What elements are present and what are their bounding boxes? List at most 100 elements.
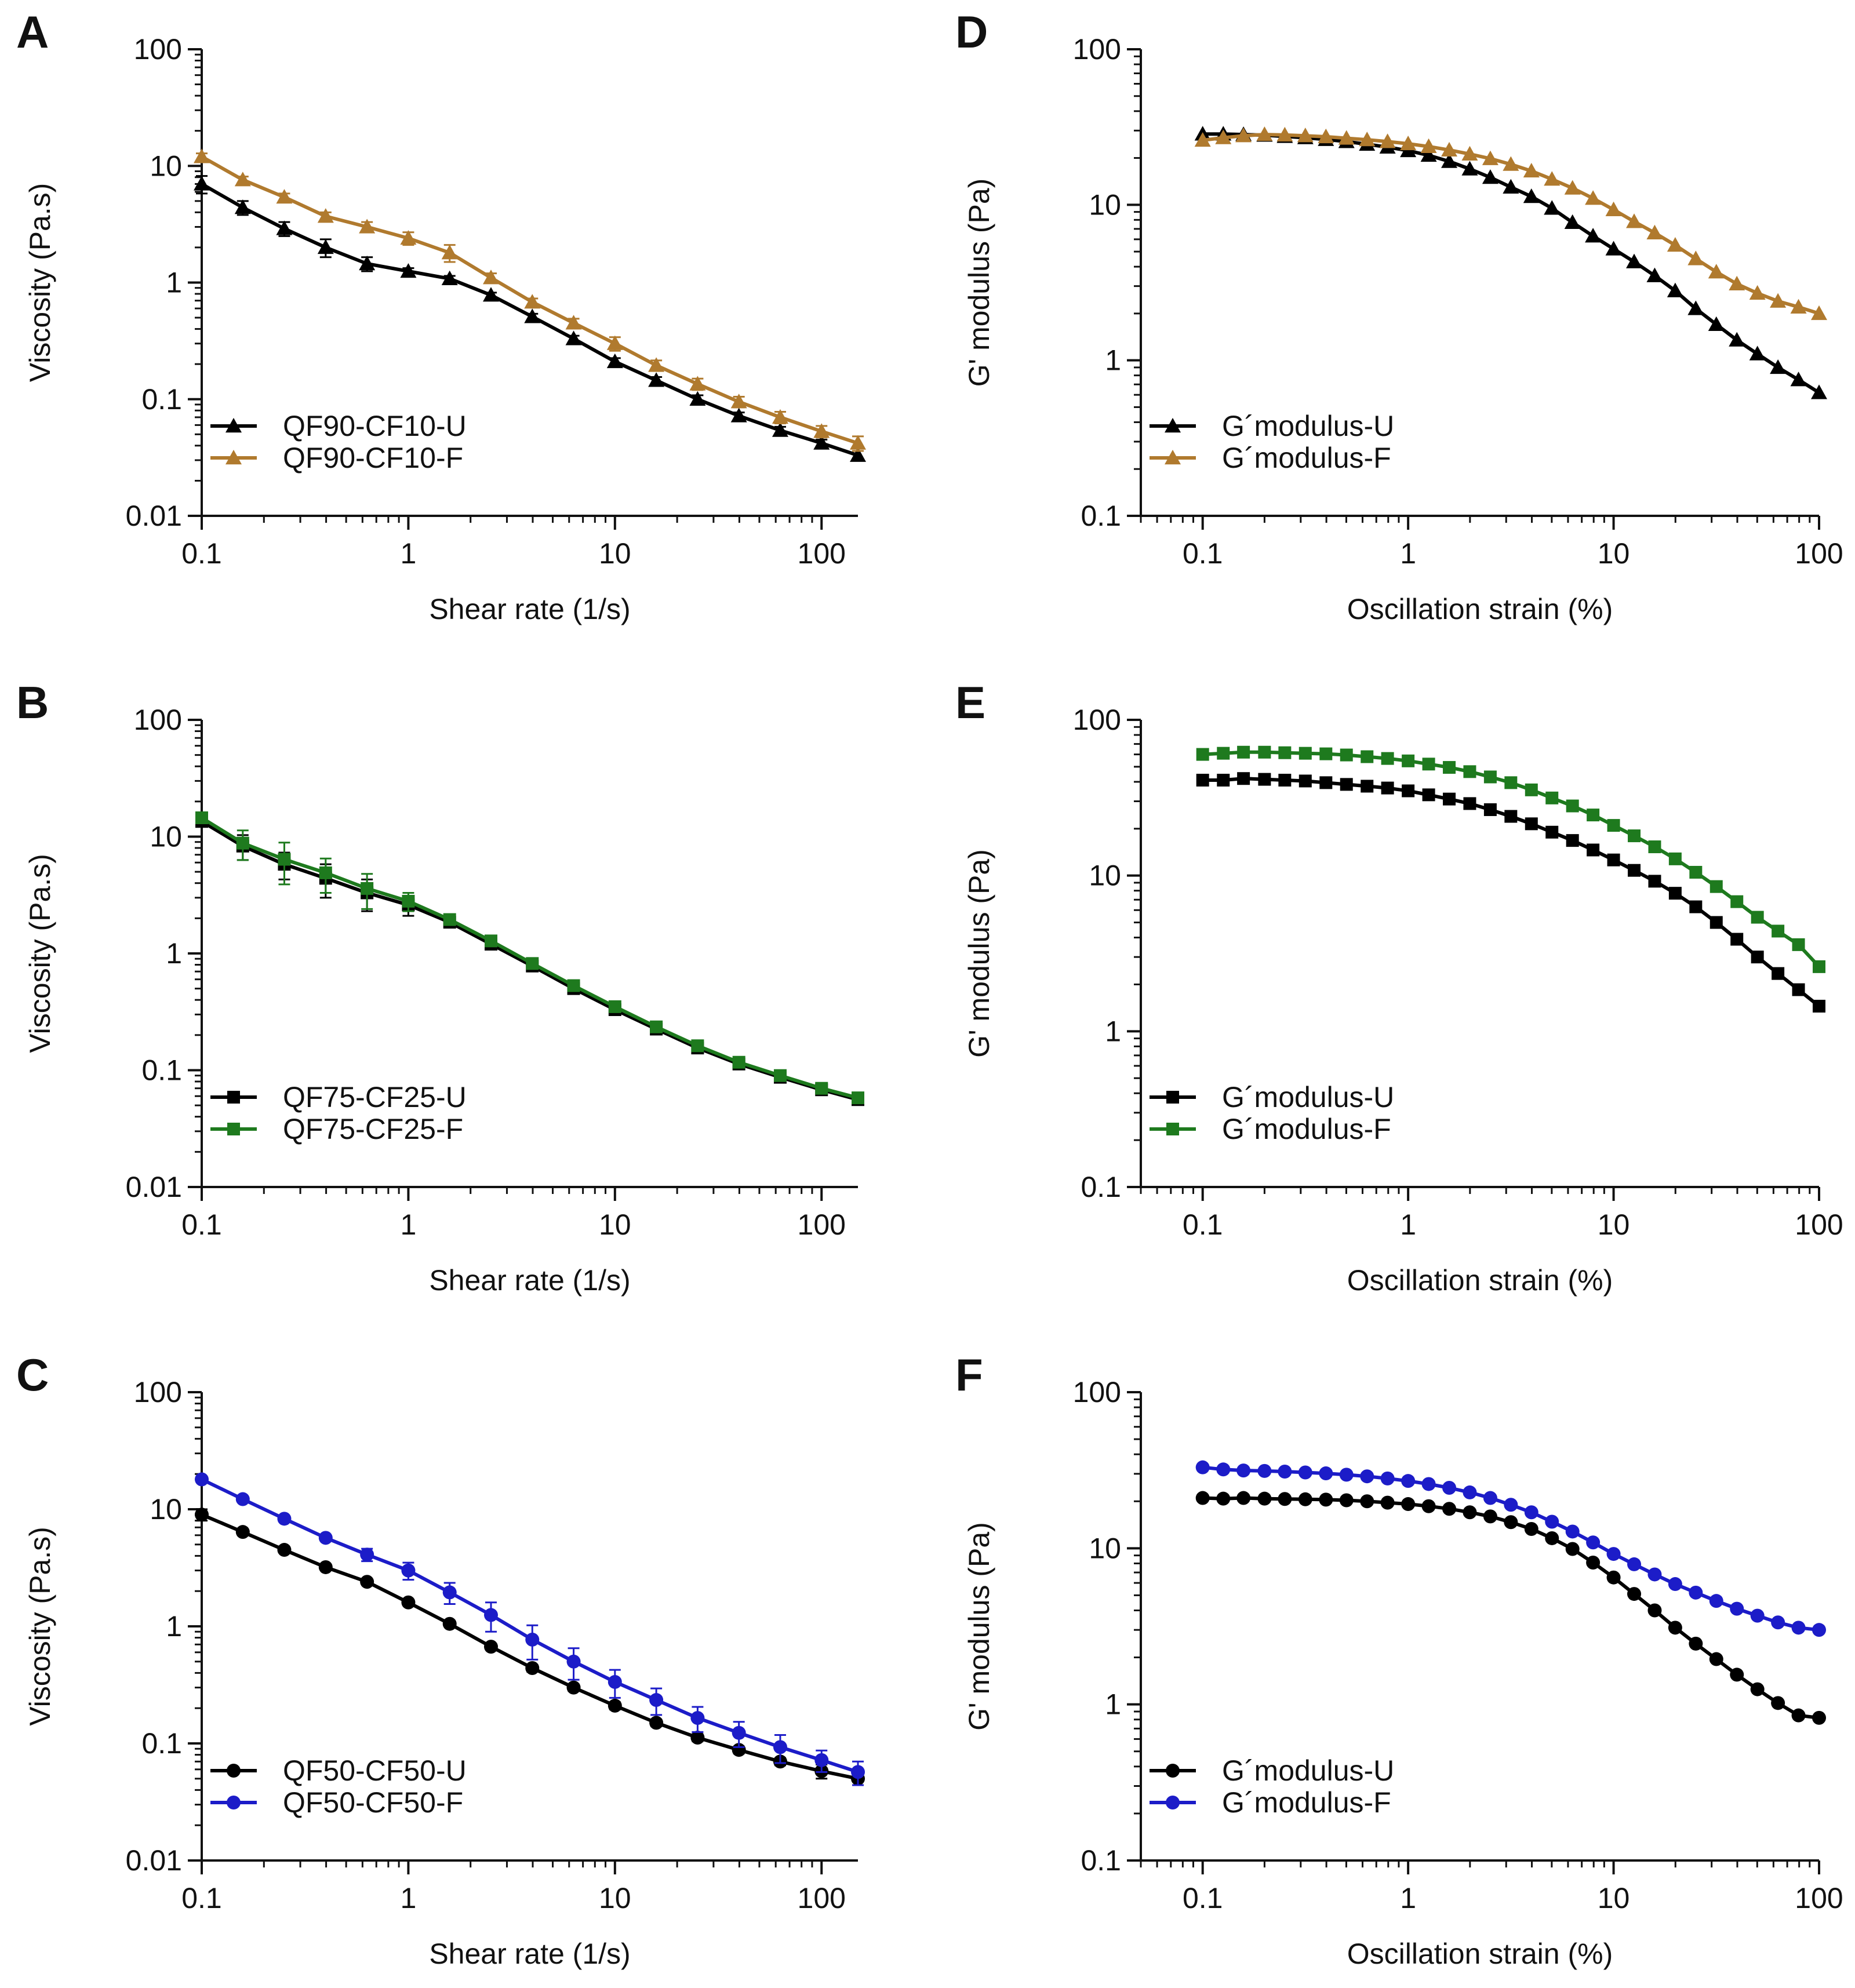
data-point bbox=[1605, 241, 1622, 256]
chart-panel-f: F 0.1 1 10 100 0.1 1 10 100 Oscillation strain (%… bbox=[955, 1349, 1843, 1970]
data-point bbox=[236, 836, 249, 850]
x-tick-label: 10 bbox=[1598, 1882, 1630, 1914]
data-point bbox=[234, 199, 251, 214]
data-point bbox=[443, 913, 456, 926]
x-tick-label: 10 bbox=[599, 1882, 631, 1914]
x-tick-label: 10 bbox=[1598, 1208, 1630, 1241]
data-point bbox=[1627, 1557, 1642, 1571]
data-point bbox=[1668, 852, 1682, 865]
data-point bbox=[732, 1055, 745, 1069]
data-point bbox=[1237, 745, 1250, 759]
legend-label: G´modulus-F bbox=[1222, 442, 1391, 474]
data-point bbox=[483, 1608, 498, 1622]
data-point bbox=[1359, 132, 1376, 147]
legend-label: QF90-CF10-F bbox=[283, 442, 463, 474]
data-point bbox=[1237, 772, 1250, 785]
data-point bbox=[1729, 275, 1745, 291]
data-point bbox=[1483, 1491, 1497, 1505]
data-point bbox=[1586, 1555, 1601, 1570]
data-point bbox=[1628, 829, 1641, 843]
data-point bbox=[1813, 960, 1825, 973]
data-point bbox=[277, 1543, 292, 1557]
data-point bbox=[524, 308, 541, 323]
y-axis-title: G' modulus (Pa) bbox=[963, 179, 995, 387]
data-point bbox=[1194, 132, 1211, 147]
data-point bbox=[1381, 752, 1394, 765]
data-point bbox=[360, 1548, 374, 1562]
y-tick-label: 10 bbox=[150, 1493, 182, 1525]
data-point bbox=[1751, 911, 1764, 924]
legend-label: G´modulus-U bbox=[1222, 1754, 1394, 1787]
data-point bbox=[1751, 951, 1764, 964]
data-point bbox=[1545, 791, 1559, 804]
data-point bbox=[278, 853, 291, 866]
data-point bbox=[1463, 1485, 1477, 1499]
data-point bbox=[772, 409, 788, 424]
data-point bbox=[1689, 1585, 1703, 1600]
legend-label: QF50-CF50-U bbox=[283, 1754, 467, 1787]
data-point bbox=[1380, 1471, 1395, 1485]
data-point bbox=[235, 1525, 250, 1539]
data-point bbox=[1812, 1623, 1826, 1637]
legend-label: QF90-CF10-U bbox=[283, 410, 467, 442]
x-axis-title: Shear rate (1/s) bbox=[429, 1264, 630, 1297]
data-point bbox=[1258, 745, 1271, 759]
legend-marker bbox=[227, 1123, 240, 1135]
data-point bbox=[1421, 1477, 1436, 1491]
data-point bbox=[1607, 819, 1620, 832]
legend-label: QF75-CF25-F bbox=[283, 1113, 463, 1145]
x-tick-label: 0.1 bbox=[1183, 1208, 1223, 1241]
series-line bbox=[1202, 132, 1820, 394]
data-point bbox=[1730, 1667, 1744, 1682]
data-point bbox=[1790, 372, 1807, 387]
data-point bbox=[1730, 933, 1744, 946]
data-point bbox=[1195, 1491, 1210, 1505]
data-point bbox=[1770, 359, 1787, 374]
data-point bbox=[1278, 1464, 1292, 1479]
data-point bbox=[1709, 1594, 1723, 1608]
data-point bbox=[1750, 1682, 1765, 1696]
data-point bbox=[1564, 180, 1581, 195]
x-tick-label: 1 bbox=[1400, 1882, 1416, 1914]
data-point bbox=[1278, 746, 1292, 759]
x-axis-title: Shear rate (1/s) bbox=[429, 1938, 630, 1970]
data-point bbox=[1689, 900, 1703, 913]
data-point bbox=[689, 391, 706, 406]
data-point bbox=[650, 1020, 663, 1033]
data-point bbox=[1482, 169, 1498, 184]
data-point bbox=[1812, 1710, 1826, 1725]
data-point bbox=[567, 979, 580, 992]
data-point bbox=[690, 1711, 705, 1725]
data-point bbox=[1667, 237, 1683, 252]
data-point bbox=[850, 447, 866, 462]
data-point bbox=[1545, 825, 1559, 839]
data-point bbox=[317, 208, 334, 223]
y-axis-title: Viscosity (Pa.s) bbox=[24, 183, 56, 383]
data-point bbox=[401, 1595, 416, 1610]
x-tick-label: 0.1 bbox=[1183, 1882, 1223, 1914]
x-tick-label: 10 bbox=[1598, 537, 1630, 570]
data-point bbox=[1524, 1521, 1538, 1536]
data-point bbox=[276, 189, 293, 204]
data-point bbox=[730, 394, 747, 409]
data-point bbox=[648, 357, 665, 372]
x-tick-label: 100 bbox=[1795, 537, 1843, 570]
series-f: G´modulus-F bbox=[1150, 745, 1825, 1145]
data-point bbox=[1420, 138, 1437, 153]
data-point bbox=[1545, 1531, 1559, 1545]
series-u: G´modulus-U bbox=[1150, 772, 1825, 1113]
data-point bbox=[1298, 747, 1312, 760]
data-point bbox=[1585, 228, 1602, 243]
data-point bbox=[1256, 126, 1273, 141]
y-tick-label: 0.1 bbox=[141, 383, 182, 416]
x-axis-title: Oscillation strain (%) bbox=[1347, 1938, 1613, 1970]
y-tick-label: 10 bbox=[150, 821, 182, 853]
data-point bbox=[1646, 224, 1663, 239]
data-point bbox=[1771, 1615, 1785, 1630]
data-point bbox=[1380, 1495, 1395, 1510]
series-f: QF90-CF10-F bbox=[194, 148, 866, 474]
data-point bbox=[1813, 999, 1825, 1013]
legend-marker bbox=[1166, 1796, 1180, 1809]
data-point bbox=[1298, 1465, 1312, 1480]
data-point bbox=[1544, 200, 1561, 215]
